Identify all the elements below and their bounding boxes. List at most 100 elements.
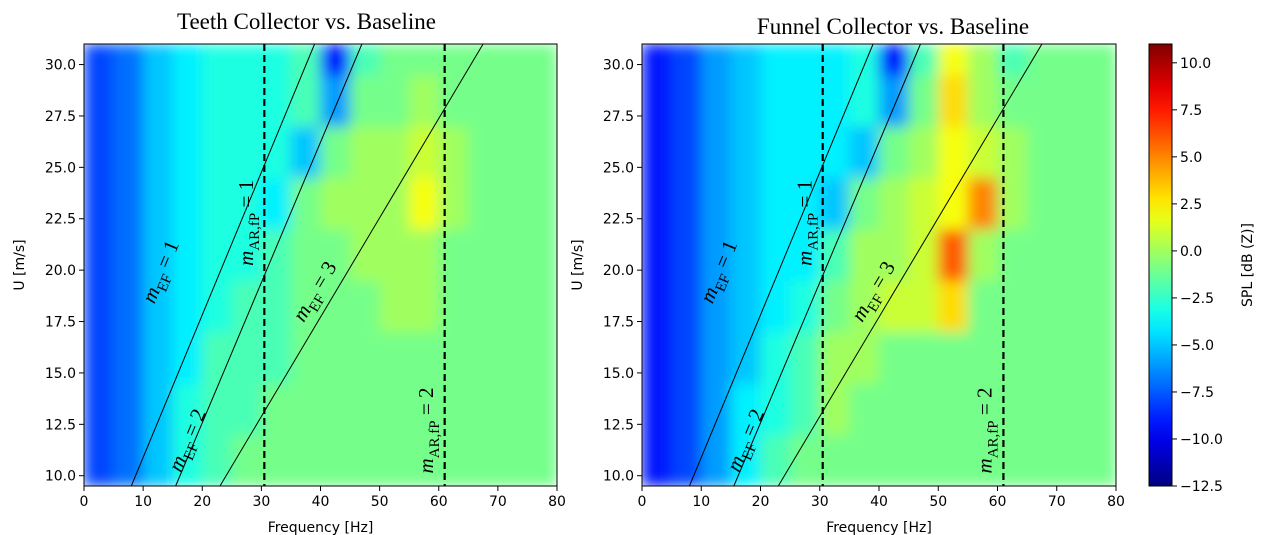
- heatmap-cell: [879, 126, 910, 179]
- heatmap-cell: [438, 126, 469, 179]
- annotation: mAR,fP = 1: [792, 180, 821, 266]
- y-tick-label: 25.0: [45, 160, 76, 176]
- heatmap-cell: [642, 383, 673, 436]
- annotation: mAR,fP = 1: [234, 180, 263, 266]
- annotation-var: m: [973, 458, 997, 473]
- heatmap-cell: [468, 44, 499, 76]
- heatmap-cell: [642, 229, 673, 281]
- heatmap-cell: [172, 434, 203, 486]
- heatmap-cell: [1027, 126, 1058, 179]
- heatmap-cell: [908, 126, 939, 179]
- heatmap-cell: [967, 44, 998, 76]
- heatmap-cell: [84, 434, 115, 486]
- heatmap-cell: [527, 331, 557, 384]
- heatmap-cell: [967, 434, 998, 486]
- heatmap-cell: [1027, 434, 1058, 486]
- heatmap-cell: [908, 434, 939, 486]
- y-tick-label: 10.0: [603, 469, 634, 485]
- heatmap-cell: [938, 44, 969, 76]
- colorbar-tick-label: 5.0: [1180, 150, 1202, 166]
- heatmap-cell: [819, 177, 850, 230]
- heatmap-cell: [290, 229, 321, 281]
- heatmap-cell: [438, 229, 469, 281]
- heatmap-cell: [113, 44, 144, 76]
- heatmap-cell: [760, 280, 791, 333]
- heatmap-cell: [790, 383, 821, 436]
- heatmap-cell: [671, 331, 702, 384]
- heatmap-cell: [409, 74, 440, 127]
- heatmap-cell: [1027, 177, 1058, 230]
- y-axis-label: U [m/s]: [12, 239, 28, 290]
- colorbar-tick-label: −12.5: [1180, 479, 1223, 495]
- annotation-sub: EF: [306, 292, 329, 315]
- y-tick-label: 27.5: [603, 109, 634, 125]
- x-tick-label: 10: [692, 494, 710, 510]
- heatmap-cell: [1086, 331, 1116, 384]
- heatmap-cell: [468, 126, 499, 179]
- heatmap-cell: [671, 126, 702, 179]
- heatmap-cell: [350, 44, 381, 76]
- heatmap-cell: [997, 280, 1028, 333]
- heatmap-cell: [143, 331, 174, 384]
- heatmap-cell: [468, 434, 499, 486]
- heatmap-cell: [1027, 229, 1058, 281]
- heatmap-cell: [527, 434, 557, 486]
- y-tick-label: 20.0: [45, 263, 76, 279]
- heatmap-cell: [997, 44, 1028, 76]
- heatmap-cell: [671, 434, 702, 486]
- mode-line: [130, 44, 316, 486]
- heatmap-cell: [172, 44, 203, 76]
- heatmap-cell: [231, 229, 262, 281]
- heatmap-cell: [1056, 331, 1087, 384]
- y-axis-label: U [m/s]: [570, 239, 586, 290]
- heatmap-cell: [1056, 434, 1087, 486]
- y-tick-label: 22.5: [45, 212, 76, 228]
- x-axis-label: Frequency [Hz]: [826, 520, 932, 535]
- heatmap-cell: [468, 74, 499, 127]
- heatmap-cell: [701, 44, 732, 76]
- heatmap-cell: [1086, 74, 1116, 127]
- heatmap-cell: [261, 280, 292, 333]
- annotation-sub: EF: [181, 441, 203, 463]
- heatmap-cell: [84, 383, 115, 436]
- heatmap-cell: [908, 74, 939, 127]
- heatmap-cell: [1056, 74, 1087, 127]
- heatmap-cell: [231, 177, 262, 230]
- annotation-sub: EF: [713, 272, 734, 294]
- heatmap-cell: [84, 44, 115, 76]
- heatmap-cell: [849, 383, 880, 436]
- heatmap-cell: [819, 229, 850, 281]
- heatmap-cell: [730, 44, 761, 76]
- heatmap-cell: [320, 44, 351, 76]
- heatmap-cell: [701, 434, 732, 486]
- y-tick-label: 22.5: [603, 212, 634, 228]
- heatmap-cell: [84, 74, 115, 127]
- annotation-sub: AR,fP: [986, 420, 1002, 458]
- heatmap-cell: [997, 383, 1028, 436]
- heatmap-cell: [231, 383, 262, 436]
- y-tick-label: 17.5: [45, 315, 76, 331]
- heatmap-cell: [671, 74, 702, 127]
- heatmap-cell: [261, 44, 292, 76]
- heatmap-cell: [290, 383, 321, 436]
- heatmap-cell: [671, 44, 702, 76]
- x-tick-label: 50: [371, 494, 389, 510]
- heatmap-cell: [350, 383, 381, 436]
- heatmap-cell: [1086, 126, 1116, 179]
- colorbar-tick-label: −10.0: [1180, 432, 1223, 448]
- heatmap-cell: [113, 434, 144, 486]
- heatmap-cell: [261, 331, 292, 384]
- heatmap-cell: [760, 331, 791, 384]
- heatmap-cell: [527, 74, 557, 127]
- heatmap-cell: [202, 177, 233, 230]
- heatmap-cell: [967, 229, 998, 281]
- annotation-sub: EF: [739, 441, 761, 463]
- heatmap-cell: [671, 383, 702, 436]
- heatmap-cell: [497, 44, 528, 76]
- heatmap-cell: [261, 74, 292, 127]
- heatmap-cell: [290, 74, 321, 127]
- heatmap-cell: [760, 126, 791, 179]
- heatmap-cell: [790, 74, 821, 127]
- heatmap-cell: [1027, 331, 1058, 384]
- heatmap-cell: [143, 229, 174, 281]
